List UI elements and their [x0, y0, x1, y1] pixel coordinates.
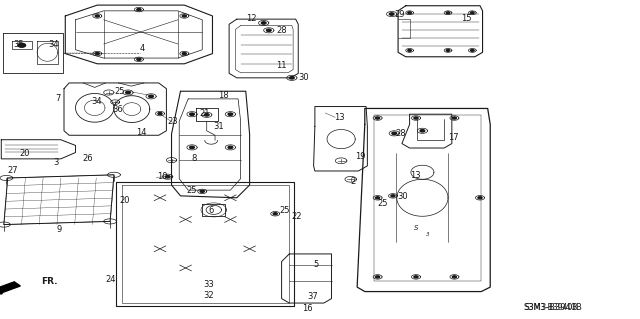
Polygon shape: [200, 190, 204, 192]
Text: 3: 3: [54, 158, 59, 167]
Text: 26: 26: [82, 154, 93, 163]
Text: 33: 33: [204, 280, 214, 289]
Text: 25: 25: [280, 206, 290, 215]
Polygon shape: [204, 114, 209, 116]
Polygon shape: [273, 213, 277, 215]
Text: 15: 15: [461, 14, 471, 23]
Text: 25: 25: [187, 186, 197, 195]
Text: 35: 35: [13, 40, 24, 48]
Text: 34: 34: [92, 97, 102, 106]
Text: 21: 21: [200, 109, 210, 118]
Text: 25: 25: [114, 87, 124, 96]
Text: 28: 28: [396, 129, 406, 138]
Text: 22: 22: [291, 212, 301, 221]
Polygon shape: [261, 22, 266, 24]
Polygon shape: [446, 12, 450, 14]
Text: 24: 24: [106, 275, 116, 284]
Text: 12: 12: [246, 14, 256, 23]
Text: 6: 6: [208, 206, 213, 215]
Text: 17: 17: [448, 133, 459, 142]
Polygon shape: [95, 15, 99, 17]
Text: 13: 13: [410, 171, 420, 180]
Polygon shape: [408, 49, 412, 51]
Text: 20: 20: [20, 149, 30, 158]
Polygon shape: [289, 77, 294, 79]
Polygon shape: [420, 130, 425, 132]
Text: 31: 31: [214, 122, 225, 131]
Text: 30: 30: [397, 192, 408, 201]
Polygon shape: [414, 276, 418, 278]
Polygon shape: [452, 276, 456, 278]
Polygon shape: [391, 195, 395, 197]
Text: 20: 20: [119, 196, 129, 205]
Polygon shape: [376, 117, 380, 119]
Text: 30: 30: [298, 73, 309, 82]
Text: 16: 16: [302, 304, 312, 313]
Polygon shape: [148, 95, 154, 98]
Text: 14: 14: [136, 128, 147, 137]
Text: 8: 8: [192, 154, 197, 163]
Polygon shape: [266, 29, 271, 32]
Polygon shape: [376, 197, 380, 199]
Text: 28: 28: [276, 26, 287, 35]
Polygon shape: [408, 12, 412, 14]
Polygon shape: [389, 13, 394, 15]
FancyArrow shape: [0, 282, 20, 294]
Text: 7: 7: [56, 94, 61, 103]
Text: 10: 10: [157, 172, 167, 181]
Polygon shape: [165, 175, 170, 178]
Text: 18: 18: [218, 91, 228, 100]
Text: 4: 4: [140, 44, 145, 53]
Polygon shape: [392, 132, 397, 135]
Text: S3M3-B3940B: S3M3-B3940B: [525, 303, 578, 312]
Polygon shape: [137, 9, 141, 11]
Text: 3: 3: [426, 232, 429, 237]
Polygon shape: [137, 58, 141, 60]
Polygon shape: [189, 113, 195, 115]
Polygon shape: [228, 113, 233, 115]
Polygon shape: [95, 53, 99, 55]
Polygon shape: [18, 43, 26, 47]
Polygon shape: [446, 49, 450, 51]
Text: 2: 2: [351, 177, 356, 186]
Polygon shape: [125, 91, 131, 94]
Text: 9: 9: [56, 225, 61, 234]
Polygon shape: [376, 276, 380, 278]
Text: 37: 37: [307, 292, 318, 301]
Text: 36: 36: [112, 105, 123, 114]
Polygon shape: [470, 12, 474, 14]
Text: 25: 25: [378, 199, 388, 208]
Text: FR.: FR.: [41, 277, 58, 286]
Polygon shape: [478, 197, 482, 199]
Text: 19: 19: [355, 152, 365, 161]
Text: 11: 11: [276, 61, 287, 70]
Polygon shape: [158, 113, 162, 115]
Polygon shape: [452, 117, 456, 119]
Polygon shape: [414, 117, 418, 119]
Text: 27: 27: [7, 167, 18, 175]
Polygon shape: [189, 146, 195, 149]
Text: 29: 29: [394, 10, 404, 19]
Polygon shape: [182, 15, 186, 17]
Text: 32: 32: [204, 291, 214, 300]
Polygon shape: [228, 146, 233, 149]
Text: 23: 23: [168, 117, 179, 126]
Text: 34: 34: [48, 40, 59, 48]
Polygon shape: [182, 53, 186, 55]
Text: S3M3-B3940B: S3M3-B3940B: [524, 303, 582, 312]
Text: 5: 5: [314, 260, 319, 269]
Text: S: S: [413, 225, 419, 231]
Polygon shape: [470, 49, 474, 51]
Text: 13: 13: [334, 113, 345, 122]
